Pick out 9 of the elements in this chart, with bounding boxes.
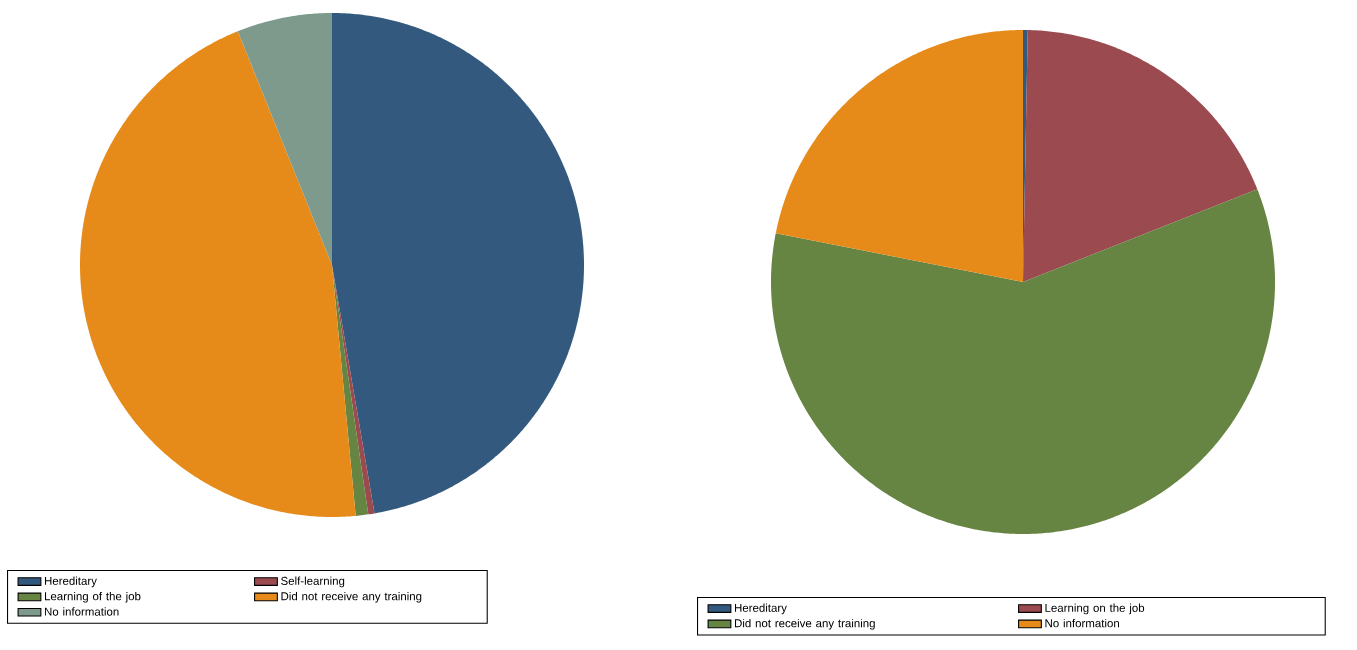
- legend-label: Self-learning: [281, 576, 345, 588]
- legend-label: Learning of the job: [44, 591, 141, 603]
- legend-label: Did not receive any training: [734, 618, 875, 630]
- legend-label: Hereditary: [44, 576, 97, 588]
- legend-label: No information: [44, 607, 119, 616]
- legend-label: No information: [1045, 618, 1119, 628]
- legend-label: Did not receive any training: [281, 591, 422, 603]
- legend-label: Hereditary: [734, 603, 787, 615]
- legend-label: Learning on the job: [1045, 603, 1145, 615]
